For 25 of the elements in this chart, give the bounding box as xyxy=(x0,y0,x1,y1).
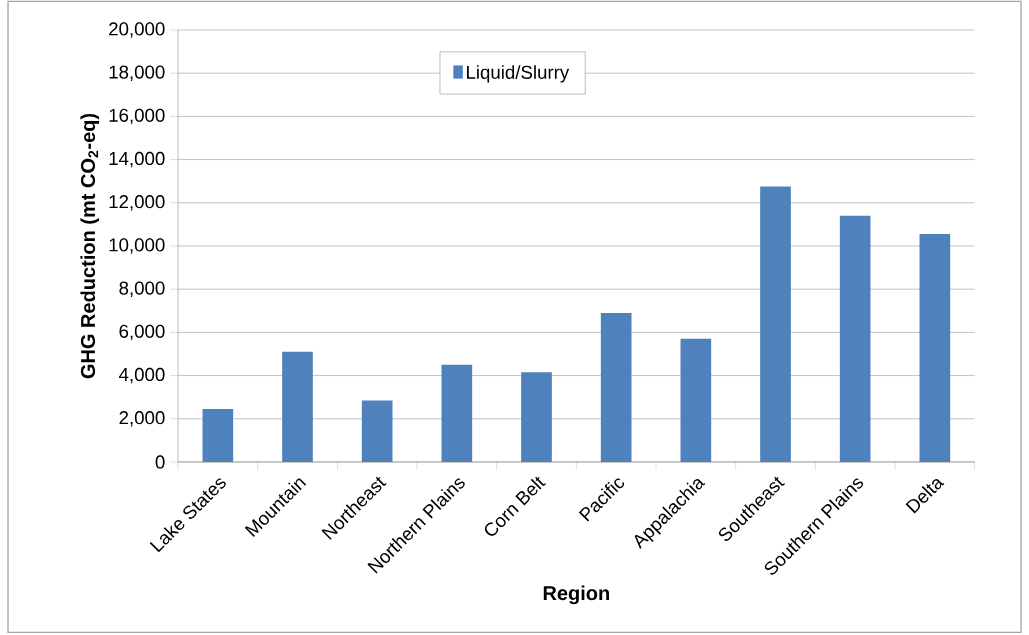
y-tick-label: 20,000 xyxy=(109,22,165,38)
y-tick-label: 12,000 xyxy=(109,195,165,211)
x-axis-title: Region xyxy=(543,585,609,605)
y-tick-label: 0 xyxy=(155,455,165,469)
bar xyxy=(680,338,712,462)
y-tick-label: 18,000 xyxy=(109,65,165,81)
y-tick-label: 14,000 xyxy=(109,151,165,168)
bar xyxy=(839,215,871,462)
bar xyxy=(760,186,791,462)
y-tick-label: 2,000 xyxy=(119,411,165,427)
y-tick-label: 16,000 xyxy=(109,108,165,125)
y-tick-label: 8,000 xyxy=(119,281,165,297)
bar xyxy=(361,400,393,462)
bar xyxy=(521,372,552,462)
x-tick-label: Corn Belt xyxy=(484,476,546,536)
y-tick-label: 6,000 xyxy=(119,324,165,341)
bar xyxy=(202,409,234,462)
bar xyxy=(282,351,313,462)
y-tick-label: 4,000 xyxy=(119,367,165,384)
bar xyxy=(919,234,951,462)
legend-label: Liquid/Slurry xyxy=(467,65,570,83)
y-tick-label: 10,000 xyxy=(109,238,165,254)
y-axis-title: GHG Reduction (mt CO$_{2}$-eq) xyxy=(80,113,100,379)
bar xyxy=(441,364,473,462)
bar xyxy=(600,312,632,462)
